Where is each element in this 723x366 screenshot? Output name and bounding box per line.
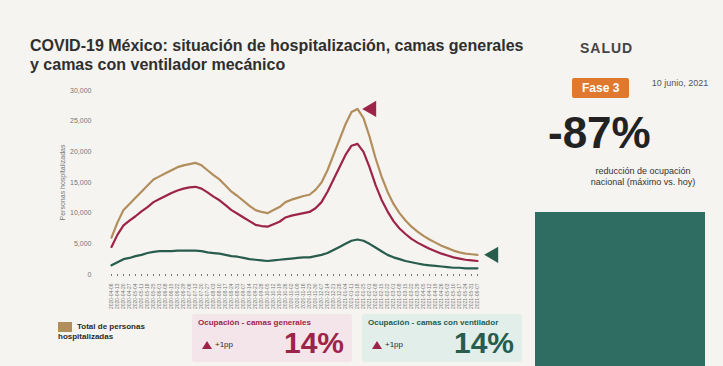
html-text:14%: 14% [284,326,344,359]
html-text:Total de personas hospitalizad: Total de personas hospitalizadas [58,322,145,341]
html-text:-87%: -87% [548,108,651,157]
html-text:+1pp: +1pp [385,340,403,349]
svg-text:30,000: 30,000 [70,87,92,94]
svg-text:2020-08-03: 2020-08-03 [210,283,217,310]
svg-text:2020-12-21: 2020-12-21 [330,283,337,310]
svg-text:2021-05-10: 2021-05-10 [450,283,457,310]
svg-text:2020-09-21: 2020-09-21 [252,283,259,310]
svg-text:2020-07-27: 2020-07-27 [204,283,211,310]
svg-text:2020-07-06: 2020-07-06 [186,283,193,310]
svg-text:2020-10-26: 2020-10-26 [282,283,289,310]
svg-text:2020-08-17: 2020-08-17 [222,283,229,310]
svg-text:2020-05-18: 2020-05-18 [144,283,151,310]
svg-text:2020-08-24: 2020-08-24 [228,283,235,310]
svg-text:2021-04-12: 2021-04-12 [426,283,433,310]
svg-text:2020-06-08: 2020-06-08 [162,283,169,310]
svg-text:2020-11-16: 2020-11-16 [300,283,307,309]
svg-text:0: 0 [88,271,92,278]
svg-text:2021-01-11: 2021-01-11 [348,283,355,309]
svg-text:Personas hospitalizadas: Personas hospitalizadas [59,144,67,220]
svg-text:2021-05-31: 2021-05-31 [468,283,475,310]
html-text:Ocupación - camas generales: Ocupación - camas generales [198,318,311,327]
svg-text:2020-10-19: 2020-10-19 [276,283,283,310]
html-text:COVID-19 México: situación de: COVID-19 México: situación de hospitaliz… [30,37,524,73]
svg-text:2020-10-05: 2020-10-05 [264,283,271,310]
svg-text:2021-03-01: 2021-03-01 [390,283,397,310]
svg-text:10,000: 10,000 [70,209,92,216]
svg-text:2020-10-12: 2020-10-12 [270,283,277,310]
svg-text:2020-04-27: 2020-04-27 [126,283,133,310]
svg-text:15,000: 15,000 [70,179,92,186]
svg-text:2020-11-30: 2020-11-30 [312,283,319,309]
svg-text:25,000: 25,000 [70,117,92,124]
svg-text:2020-06-22: 2020-06-22 [174,283,181,310]
html-text:14%: 14% [454,326,514,359]
html-text:10 junio, 2021: 10 junio, 2021 [651,78,709,88]
svg-text:2021-03-22: 2021-03-22 [408,283,415,310]
svg-text:2021-01-18: 2021-01-18 [354,283,361,310]
svg-text:2020-12-28: 2020-12-28 [336,283,343,310]
html-text:SALUD: SALUD [580,40,634,56]
html-text:Ocupación - camas con ventilad: Ocupación - camas con ventilador [368,318,499,327]
svg-text:2021-02-15: 2021-02-15 [378,283,385,310]
svg-text:2021-06-07: 2021-06-07 [474,283,480,309]
svg-text:2020-11-23: 2020-11-23 [306,283,313,309]
svg-text:2020-05-04: 2020-05-04 [132,283,139,310]
svg-text:2021-01-25: 2021-01-25 [360,283,367,310]
svg-text:20,000: 20,000 [70,148,92,155]
svg-text:2020-11-09: 2020-11-09 [294,283,301,309]
svg-text:2020-07-13: 2020-07-13 [192,283,199,310]
svg-text:2020-06-15: 2020-06-15 [168,283,175,310]
svg-text:2021-03-29: 2021-03-29 [414,283,421,310]
svg-text:2020-06-29: 2020-06-29 [180,283,187,310]
svg-text:2021-05-17: 2021-05-17 [456,283,463,310]
svg-text:2020-06-01: 2020-06-01 [156,283,163,310]
svg-text:2020-12-07: 2020-12-07 [318,283,325,310]
svg-text:2021-01-04: 2021-01-04 [342,283,349,310]
svg-text:2021-02-22: 2021-02-22 [384,283,391,310]
svg-text:2021-02-01: 2021-02-01 [366,283,373,310]
svg-text:2021-03-15: 2021-03-15 [402,283,409,310]
svg-text:2020-04-06: 2020-04-06 [108,283,115,310]
svg-text:2020-11-02: 2020-11-02 [288,283,295,309]
svg-text:2020-08-31: 2020-08-31 [234,283,241,310]
svg-text:2020-09-07: 2020-09-07 [240,283,247,310]
svg-text:2020-04-20: 2020-04-20 [120,283,127,310]
svg-text:2021-03-08: 2021-03-08 [396,283,403,310]
svg-text:2020-09-14: 2020-09-14 [246,283,253,310]
svg-text:2020-09-28: 2020-09-28 [258,283,265,310]
svg-text:2020-04-13: 2020-04-13 [114,283,121,310]
html-text:reducción de ocupación naciona: reducción de ocupación nacional (máximo … [590,166,696,187]
svg-text:2021-04-05: 2021-04-05 [420,283,427,310]
svg-text:2020-07-20: 2020-07-20 [198,283,205,310]
svg-text:2021-05-03: 2021-05-03 [444,283,451,310]
svg-text:2020-05-25: 2020-05-25 [150,283,157,310]
html-text:Fase 3: Fase 3 [582,81,620,95]
svg-text:5,000: 5,000 [74,240,92,247]
svg-text:2021-05-24: 2021-05-24 [462,283,469,310]
svg-text:2021-04-26: 2021-04-26 [438,283,445,310]
svg-text:2020-12-14: 2020-12-14 [324,283,331,310]
html-text:+1pp: +1pp [215,340,233,349]
svg-text:2021-02-08: 2021-02-08 [372,283,379,310]
svg-text:2020-08-10: 2020-08-10 [216,283,223,310]
svg-text:2020-05-11: 2020-05-11 [138,283,145,309]
svg-text:2021-04-19: 2021-04-19 [432,283,439,310]
